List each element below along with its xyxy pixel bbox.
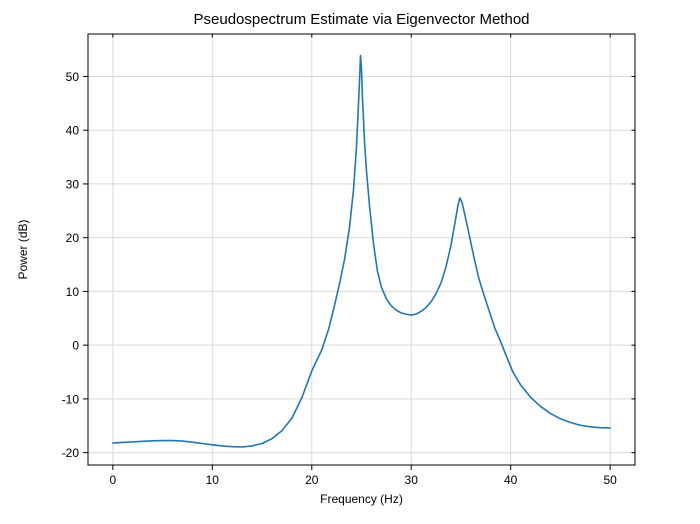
pseudospectrum-line — [112, 54, 611, 448]
y-tick-label: 30 — [66, 177, 80, 191]
x-axis-label: Frequency (Hz) — [320, 492, 403, 506]
x-tick-label: 30 — [405, 473, 419, 487]
y-tick-label: 0 — [72, 339, 79, 353]
y-axis-label: Power (dB) — [16, 219, 30, 279]
y-tick-label: -10 — [62, 392, 80, 406]
chart-title: Pseudospectrum Estimate via Eigenvector … — [194, 11, 530, 28]
y-tick-label: 20 — [66, 231, 80, 245]
x-tick-label: 50 — [603, 473, 617, 487]
y-tick-label: 10 — [66, 285, 80, 299]
x-tick-label: 20 — [305, 473, 319, 487]
axes-border — [87, 33, 636, 466]
x-tick-label: 0 — [110, 473, 117, 487]
x-tick-label: 40 — [504, 473, 518, 487]
y-tick-label: -20 — [62, 446, 80, 460]
x-tick-label: 10 — [206, 473, 220, 487]
y-tick-label: 50 — [66, 70, 80, 84]
y-tick-label: 40 — [66, 124, 80, 138]
plot-area: 0 10 20 30 40 50 -20 -10 0 10 20 30 40 50 — [62, 33, 636, 487]
